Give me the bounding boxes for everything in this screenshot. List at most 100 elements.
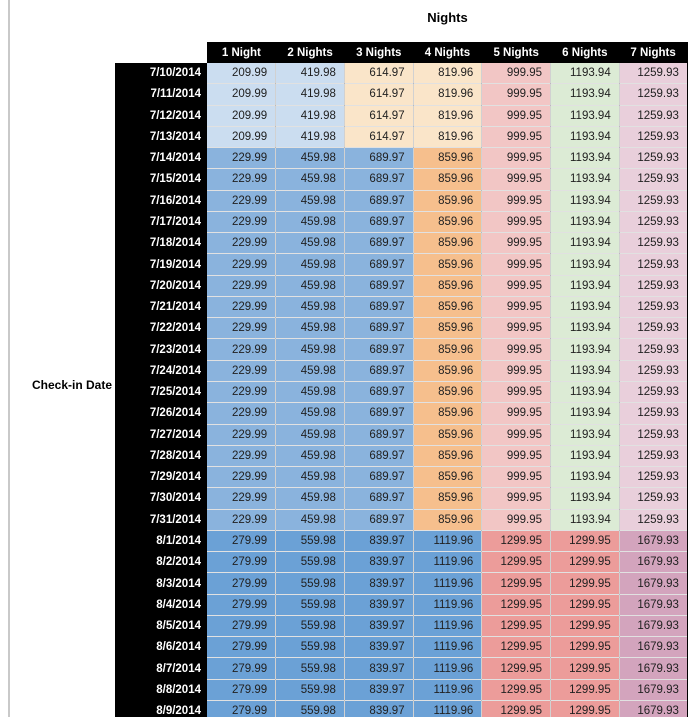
rate-cell[interactable]: 1259.93 [619,232,688,255]
rate-cell[interactable]: 1193.94 [550,83,620,106]
rate-cell[interactable]: 999.95 [481,509,552,531]
rate-cell[interactable]: 689.97 [344,487,414,510]
rate-cell[interactable]: 229.99 [207,296,277,319]
rate-cell[interactable]: 859.96 [413,445,483,468]
rate-cell[interactable]: 689.97 [344,338,414,361]
row-header-date[interactable]: 8/1/2014 [115,530,207,552]
rate-cell[interactable]: 229.99 [207,445,277,468]
rate-cell[interactable]: 689.97 [344,147,414,170]
rate-cell[interactable]: 279.99 [207,615,277,638]
rate-cell[interactable]: 279.99 [207,700,277,717]
rate-cell[interactable]: 1679.93 [619,679,688,701]
rate-cell[interactable]: 279.99 [207,530,277,553]
rate-cell[interactable]: 459.98 [275,487,345,510]
rate-cell[interactable]: 279.99 [207,636,277,659]
row-header-date[interactable]: 7/14/2014 [115,147,207,169]
rate-cell[interactable]: 1193.94 [550,126,620,149]
rate-cell[interactable]: 859.96 [413,509,483,531]
rate-cell[interactable]: 1193.94 [550,296,620,319]
row-header-date[interactable]: 8/5/2014 [115,615,207,637]
rate-cell[interactable]: 999.95 [481,190,552,212]
rate-cell[interactable]: 689.97 [344,190,414,212]
rate-cell[interactable]: 229.99 [207,253,277,276]
rate-cell[interactable]: 839.97 [344,657,414,680]
rate-cell[interactable]: 999.95 [481,296,552,319]
rate-cell[interactable]: 689.97 [344,402,414,425]
row-header-date[interactable]: 7/22/2014 [115,317,207,339]
rate-cell[interactable]: 839.97 [344,700,414,717]
rate-cell[interactable]: 459.98 [275,296,345,319]
rate-cell[interactable]: 1299.95 [481,551,552,574]
rate-cell[interactable]: 209.99 [207,83,277,106]
rate-cell[interactable]: 229.99 [207,381,277,404]
rate-cell[interactable]: 1259.93 [619,424,688,446]
rate-cell[interactable]: 999.95 [481,147,552,170]
rate-cell[interactable]: 1193.94 [550,147,620,170]
rate-cell[interactable]: 1259.93 [619,211,688,234]
rate-cell[interactable]: 839.97 [344,551,414,574]
rate-cell[interactable]: 1259.93 [619,253,688,276]
rate-cell[interactable]: 999.95 [481,168,552,191]
rate-cell[interactable]: 1193.94 [550,487,620,510]
rate-cell[interactable]: 1119.96 [413,572,483,595]
rate-cell[interactable]: 999.95 [481,317,552,340]
rate-cell[interactable]: 1679.93 [619,636,688,659]
rate-cell[interactable]: 1259.93 [619,296,688,319]
rate-cell[interactable]: 614.97 [344,105,414,127]
row-header-date[interactable]: 8/4/2014 [115,594,207,616]
rate-cell[interactable]: 1299.95 [550,572,620,595]
rate-cell[interactable]: 859.96 [413,360,483,382]
rate-cell[interactable]: 1119.96 [413,700,483,717]
rate-cell[interactable]: 999.95 [481,424,552,446]
rate-cell[interactable]: 1119.96 [413,636,483,659]
rate-cell[interactable]: 1193.94 [550,402,620,425]
rate-cell[interactable]: 839.97 [344,530,414,553]
rate-cell[interactable]: 279.99 [207,594,277,616]
rate-cell[interactable]: 459.98 [275,190,345,212]
column-header-2-nights[interactable]: 2 Nights [275,42,345,63]
rate-cell[interactable]: 1193.94 [550,338,620,361]
rate-cell[interactable]: 459.98 [275,253,345,276]
rate-cell[interactable]: 1679.93 [619,657,688,680]
rate-cell[interactable]: 459.98 [275,232,345,255]
rate-cell[interactable]: 279.99 [207,679,277,701]
rate-cell[interactable]: 839.97 [344,572,414,595]
rate-cell[interactable]: 1299.95 [550,615,620,638]
row-header-date[interactable]: 8/2/2014 [115,551,207,573]
rate-cell[interactable]: 229.99 [207,211,277,234]
rate-cell[interactable]: 999.95 [481,445,552,468]
rate-cell[interactable]: 999.95 [481,402,552,425]
rate-cell[interactable]: 229.99 [207,487,277,510]
rate-cell[interactable]: 229.99 [207,190,277,212]
rate-cell[interactable]: 1299.95 [550,679,620,701]
rate-cell[interactable]: 689.97 [344,424,414,446]
row-header-date[interactable]: 7/12/2014 [115,105,207,127]
rate-cell[interactable]: 419.98 [275,83,345,106]
rate-cell[interactable]: 1119.96 [413,615,483,638]
rate-cell[interactable]: 229.99 [207,338,277,361]
rate-cell[interactable]: 1119.96 [413,594,483,616]
rate-cell[interactable]: 459.98 [275,381,345,404]
row-header-date[interactable]: 8/3/2014 [115,572,207,595]
rate-cell[interactable]: 689.97 [344,360,414,382]
rate-cell[interactable]: 1259.93 [619,190,688,212]
rate-cell[interactable]: 1259.93 [619,466,688,489]
rate-cell[interactable]: 839.97 [344,615,414,638]
row-header-date[interactable]: 7/21/2014 [115,296,207,318]
rate-cell[interactable]: 859.96 [413,190,483,212]
row-header-date[interactable]: 8/6/2014 [115,636,207,658]
rate-cell[interactable]: 1193.94 [550,424,620,446]
row-header-date[interactable]: 8/7/2014 [115,657,207,680]
rate-cell[interactable]: 859.96 [413,466,483,489]
row-header-date[interactable]: 7/11/2014 [115,83,207,106]
rate-cell[interactable]: 459.98 [275,275,345,297]
row-header-date[interactable]: 8/9/2014 [115,700,207,717]
rate-cell[interactable]: 459.98 [275,445,345,468]
rate-cell[interactable]: 559.98 [275,679,345,701]
rate-cell[interactable]: 1299.95 [481,657,552,680]
rate-cell[interactable]: 999.95 [481,360,552,382]
rate-cell[interactable]: 819.96 [413,126,483,149]
row-header-date[interactable]: 7/19/2014 [115,253,207,276]
rate-cell[interactable]: 839.97 [344,636,414,659]
rate-cell[interactable]: 1299.95 [550,594,620,616]
